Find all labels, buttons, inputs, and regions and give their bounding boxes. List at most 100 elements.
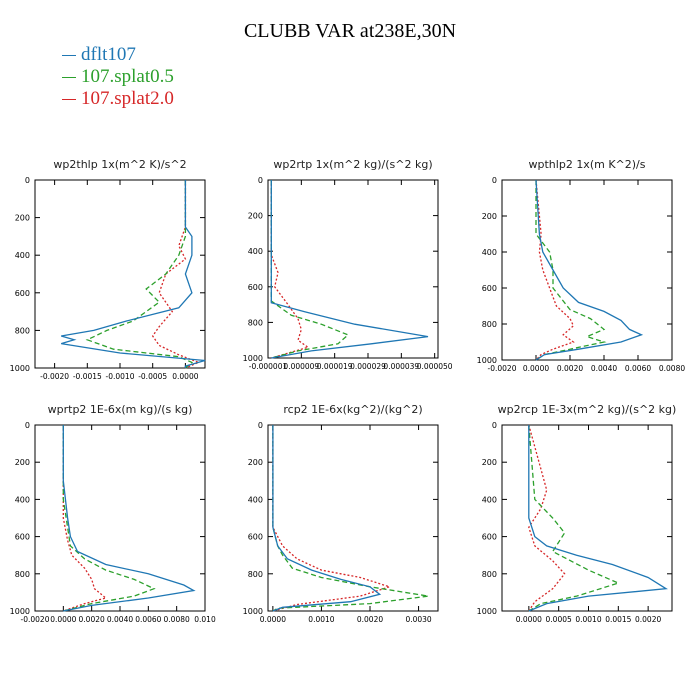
- panel-title: wp2rtp 1x(m^2 kg)/(s^2 kg): [273, 158, 432, 171]
- y-tick-label: 1000: [243, 607, 263, 616]
- y-tick-label: 0: [258, 421, 263, 430]
- legend-swatch-blue: [62, 54, 76, 56]
- panel-title: wprtp2 1E-6x(m kg)/(s kg): [48, 403, 193, 416]
- x-tick-label: 0.0040: [591, 364, 617, 373]
- series-line-107-splat2-0: [151, 180, 201, 369]
- y-tick-label: 400: [248, 247, 263, 256]
- series-line-107-splat2-0: [535, 179, 575, 361]
- panel-6: wp2rcp 1E-3x(m^2 kg)/(s^2 kg)0 200 400 600 8…: [477, 403, 677, 624]
- x-tick-label: -0.0015: [73, 372, 102, 381]
- x-tick-label: 0.0000: [50, 615, 76, 624]
- plot-frame: [501, 179, 673, 361]
- y-tick-label: 200: [15, 458, 30, 467]
- y-tick-label: 200: [248, 458, 263, 467]
- y-tick-label: 800: [15, 326, 30, 335]
- series-line-dflt107: [62, 425, 196, 612]
- x-tick-label: 0.0000: [516, 615, 542, 624]
- y-tick-label: 0: [258, 176, 263, 185]
- x-tick-label: 0.0060: [135, 615, 161, 624]
- y-tick-label: 1000: [477, 356, 497, 365]
- x-tick-label: 0.000039: [383, 362, 419, 371]
- x-tick-label: 0.0080: [164, 615, 190, 624]
- panel-title: wp2rcp 1E-3x(m^2 kg)/(s^2 kg): [498, 403, 677, 416]
- panel-1: wp2thlp 1x(m^2 K)/s^2 0 200 400 600 800 1000 -0…: [10, 158, 206, 381]
- y-tick-label: 800: [482, 570, 497, 579]
- series-line-107-splat0-5: [270, 180, 350, 359]
- x-tick-label: 0.0060: [625, 364, 651, 373]
- legend-label: dflt107: [81, 44, 136, 65]
- series-line-107-splat2-0: [270, 180, 310, 359]
- series-line-107-splat0-5: [272, 425, 429, 612]
- x-tick-label: 0.000009: [283, 362, 319, 371]
- legend: dflt107 107.splat0.5 107.splat2.0: [62, 44, 174, 110]
- x-tick-label: 0.0040: [107, 615, 133, 624]
- series-line-dflt107: [272, 425, 382, 612]
- x-tick-label: 0.000019: [317, 362, 353, 371]
- legend-entry-splat2-0: 107.splat2.0: [62, 88, 174, 110]
- legend-entry-splat0-5: 107.splat0.5: [62, 66, 174, 88]
- legend-label: 107.splat0.5: [81, 66, 174, 87]
- panel-2: wp2rtp 1x(m^2 kg)/(s^2 kg) 0 200 400 600 800 1…: [243, 158, 453, 371]
- x-tick-label: 0.0020: [357, 615, 383, 624]
- x-tick-label: 0.0080: [659, 364, 685, 373]
- y-tick-label: 1000: [10, 607, 30, 616]
- x-tick-label: -0.0005: [138, 372, 167, 381]
- y-tick-label: 800: [15, 570, 30, 579]
- series-line-107-splat0-5: [535, 180, 607, 361]
- plot-frame: [501, 424, 673, 612]
- y-tick-label: 600: [248, 533, 263, 542]
- panel-4: wprtp2 1E-6x(m kg)/(s kg) 0 200 400 600 800 10…: [10, 403, 216, 624]
- legend-swatch-red: [62, 98, 76, 100]
- y-tick-label: 0: [492, 421, 497, 430]
- panel-title: rcp2 1E-6x(kg^2)/(kg^2): [283, 403, 422, 416]
- y-tick-label: 400: [482, 248, 497, 257]
- series-line-107-splat0-5: [528, 424, 621, 612]
- y-tick-label: 800: [248, 570, 263, 579]
- plot-frame: [34, 179, 206, 369]
- plot-frame: [267, 424, 439, 612]
- x-tick-label: -0.0020: [40, 372, 69, 381]
- y-tick-label: 800: [248, 318, 263, 327]
- series-line-107-splat0-5: [85, 180, 194, 369]
- series-line-107-splat2-0: [528, 424, 566, 612]
- y-tick-label: 0: [25, 176, 30, 185]
- y-tick-label: 600: [482, 533, 497, 542]
- x-tick-label: 0.0020: [79, 615, 105, 624]
- panel-3: wpthlp2 1x(m K^2)/s 0 200 400 600 800 1000-0.0…: [477, 158, 686, 373]
- y-tick-label: 400: [248, 495, 263, 504]
- y-tick-label: 400: [482, 495, 497, 504]
- plot-frame: [267, 179, 439, 359]
- panel-title: wp2thlp 1x(m^2 K)/s^2: [53, 158, 186, 171]
- series-line-dflt107: [535, 179, 644, 361]
- figure-title: CLUBB VAR at238E,30N: [243, 20, 457, 42]
- x-tick-label: 0.0005: [546, 615, 572, 624]
- x-tick-label: -0.0010: [106, 372, 135, 381]
- series-line-107-splat0-5: [62, 425, 156, 612]
- x-tick-label: 0.0020: [635, 615, 661, 624]
- series-line-107-splat2-0: [62, 425, 108, 612]
- y-tick-label: 600: [15, 289, 30, 298]
- series-line-107-splat2-0: [272, 425, 392, 612]
- x-tick-label: 0.0020: [557, 364, 583, 373]
- y-tick-label: 1000: [10, 364, 30, 373]
- series-line-dflt107: [270, 180, 429, 359]
- panel-title: wpthlp2 1x(m K^2)/s: [529, 158, 646, 171]
- y-tick-label: 200: [482, 458, 497, 467]
- y-tick-label: 600: [248, 283, 263, 292]
- x-tick-label: 0.0000: [260, 615, 286, 624]
- legend-entry-dflt107: dflt107: [62, 44, 174, 66]
- x-tick-label: 0.000029: [350, 362, 386, 371]
- y-tick-label: 600: [15, 533, 30, 542]
- x-tick-label: -0.0020: [21, 615, 50, 624]
- panel-5: rcp2 1E-6x(kg^2)/(kg^2) 0 200 400 600 800 1000…: [243, 403, 439, 624]
- y-tick-label: 0: [492, 176, 497, 185]
- x-tick-label: 0.0000: [172, 372, 198, 381]
- legend-swatch-green: [62, 76, 76, 78]
- x-tick-label: -0.000001: [249, 362, 288, 371]
- x-tick-label: 0.000050: [417, 362, 453, 371]
- y-tick-label: 200: [482, 212, 497, 221]
- y-tick-label: 200: [248, 212, 263, 221]
- x-tick-label: 0.0000: [523, 364, 549, 373]
- x-tick-label: -0.0020: [488, 364, 517, 373]
